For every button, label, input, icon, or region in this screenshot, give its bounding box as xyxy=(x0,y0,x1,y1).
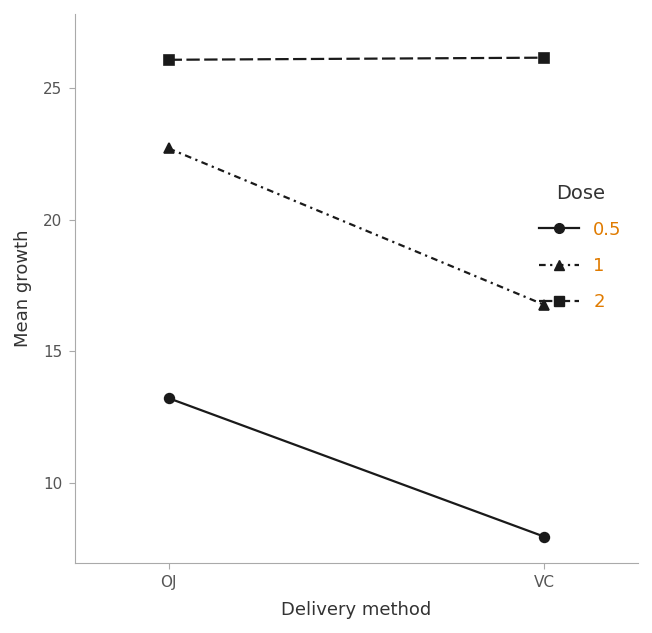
Y-axis label: Mean growth: Mean growth xyxy=(14,229,32,347)
X-axis label: Delivery method: Delivery method xyxy=(281,601,432,619)
Legend: 0.5, 1, 2: 0.5, 1, 2 xyxy=(532,177,629,318)
